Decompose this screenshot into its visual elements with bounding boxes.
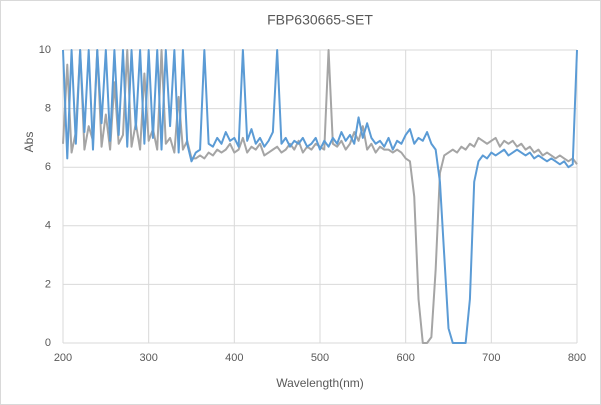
y-tick-label: 0 — [45, 337, 51, 349]
chart-title: FBP630665-SET — [267, 12, 373, 28]
y-tick-label: 8 — [45, 103, 51, 115]
data-line — [62, 49, 578, 344]
x-tick-label: 600 — [396, 352, 414, 364]
x-tick-label: 400 — [225, 352, 243, 364]
data-line — [62, 49, 578, 344]
x-tick-label: 300 — [139, 352, 157, 364]
y-tick-label: 6 — [45, 161, 51, 173]
x-tick-label: 700 — [482, 352, 500, 364]
x-tick-label: 500 — [311, 352, 329, 364]
x-axis-label: Wavelength(nm) — [276, 376, 364, 390]
x-tick-label: 800 — [568, 352, 586, 364]
y-tick-label: 4 — [45, 220, 51, 232]
y-tick-label: 2 — [45, 278, 51, 290]
x-tick-label: 200 — [54, 352, 72, 364]
y-tick-label: 10 — [39, 44, 51, 56]
y-axis-label: Abs — [22, 132, 36, 153]
